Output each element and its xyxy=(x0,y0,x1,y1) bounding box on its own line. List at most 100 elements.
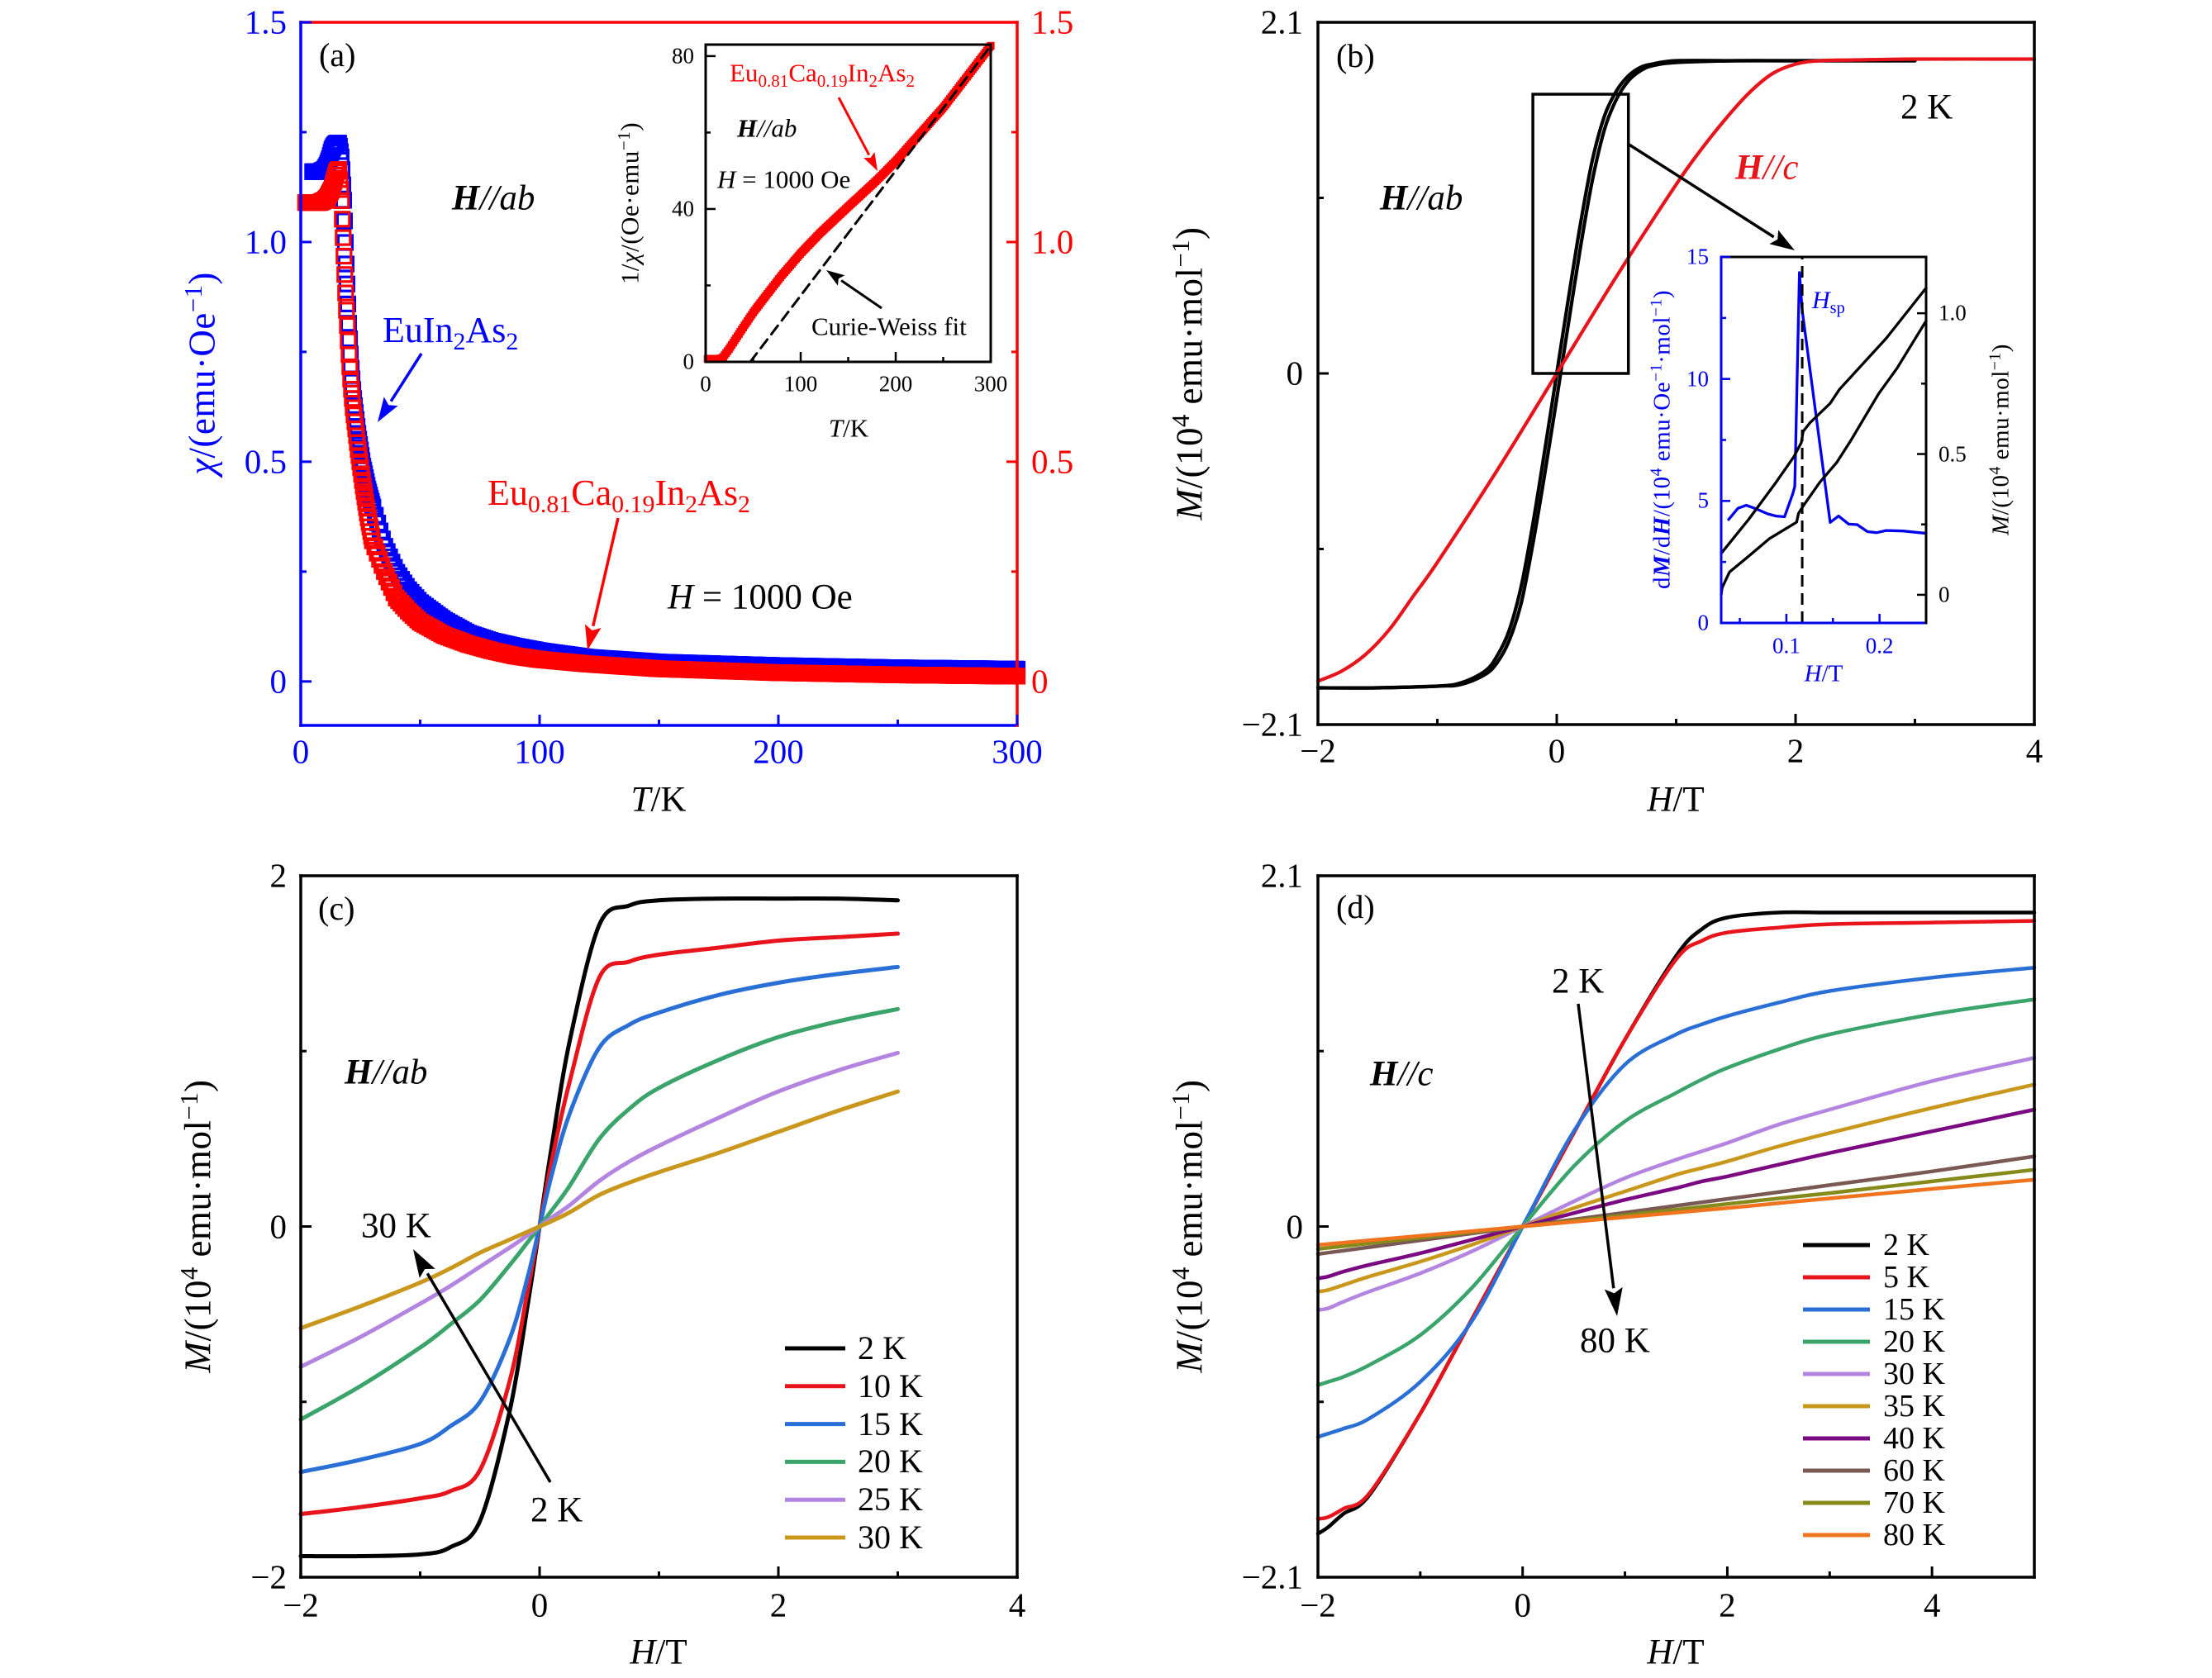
data-marker xyxy=(333,192,350,209)
panel-a-x-tick-label: 100 xyxy=(514,732,565,771)
panel-d xyxy=(1315,874,2037,1579)
panel-d-temperature-arrow-shaft xyxy=(1577,1003,1615,1289)
inset-a-arrow-sample-head xyxy=(863,152,878,171)
panel-c-arrow-start-label: 2 K xyxy=(530,1490,583,1530)
inset-b-x-tick-label: 0.1 xyxy=(1772,633,1801,658)
data-marker xyxy=(335,229,352,246)
data-marker xyxy=(331,161,348,178)
data-marker xyxy=(334,211,351,228)
panel-a-field-direction: H//ab xyxy=(452,178,535,218)
panel-d-field-direction: H//c xyxy=(1370,1054,1434,1094)
panel-a-y-tick-label: 0 xyxy=(269,662,288,701)
panel-a-y-axis-label: χ/(emu·Oe−1) xyxy=(179,272,223,475)
panel-a-x-axis-label: T/K xyxy=(630,780,687,820)
inset-a-arrow-sample-shaft xyxy=(837,97,871,156)
inset-a-x-tick-label: 100 xyxy=(783,371,818,397)
panel-d-y-tick-label: −2.1 xyxy=(1241,1557,1303,1596)
legend-label: 60 K xyxy=(1883,1453,1945,1488)
legend-label: 80 K xyxy=(1883,1518,1945,1552)
panel-c-y-axis-label: M/(104 emu·mol−1) xyxy=(175,1079,219,1373)
inset-b-y-tick-label: 0 xyxy=(1697,610,1710,635)
inset-b-x-tick-label: 0.2 xyxy=(1865,633,1894,658)
legend-label: 2 K xyxy=(1883,1228,1929,1262)
legend-label: 25 K xyxy=(858,1481,923,1519)
zoom-region-box xyxy=(1531,93,1630,375)
arrow-euin2as2-shaft xyxy=(389,353,423,402)
panel-a-y-tick-label: 1.5 xyxy=(244,2,287,41)
legend-label: 20 K xyxy=(858,1443,923,1481)
panel-c-x-tick-label: −2 xyxy=(283,1585,319,1624)
inset-a-y-axis-label: 1/χ/(Oe·emu−1) xyxy=(613,121,645,285)
panel-d-x-tick-label: 2 xyxy=(1719,1585,1736,1624)
panel-a-y2-tick-label: 0 xyxy=(1031,662,1049,701)
zoom-arrow-shaft xyxy=(1627,142,1775,239)
inset-b-y-tick-label: 15 xyxy=(1686,244,1709,269)
panel-a-inset xyxy=(703,41,995,364)
inset-a-series-curie-weiss-fit xyxy=(749,44,992,364)
panel-d-x-tick-label: 4 xyxy=(1923,1585,1941,1624)
panel-a-y2-tick-label: 1.5 xyxy=(1031,2,1074,41)
inset-b-y-axis-label-left: dM/dH/(104 emu·Oe−1·mol−1) xyxy=(1647,289,1676,590)
inset-a-x-axis-label: T/K xyxy=(828,413,869,443)
panel-b-y-tick-label: 0 xyxy=(1286,354,1304,392)
panel-d-label: (d) xyxy=(1336,888,1375,925)
panel-c-series-2-k xyxy=(298,896,900,1559)
panel-c-series-20-k xyxy=(298,1006,900,1422)
legend-label: 20 K xyxy=(1883,1324,1945,1359)
panel-a-series-eu0-81ca0-19in2as2 xyxy=(297,161,1026,685)
panel-d-series-30-k xyxy=(1315,1056,2037,1312)
inset-a-arrow-sample xyxy=(837,97,878,171)
panel-d-series-40-k xyxy=(1315,1107,2037,1281)
panel-b-x-tick-label: 4 xyxy=(2025,731,2043,770)
legend-label: 2 K xyxy=(858,1329,906,1367)
panel-b-label: (b) xyxy=(1336,37,1375,74)
panel-c-temperature-arrow-head xyxy=(413,1249,435,1278)
panel-c-temperature-arrow xyxy=(413,1249,552,1483)
data-marker xyxy=(338,275,355,292)
panel-d-arrow-start-label: 2 K xyxy=(1552,962,1605,1001)
panel-c-x-tick-label: 2 xyxy=(769,1585,787,1624)
legend-label: 15 K xyxy=(1883,1292,1945,1327)
panel-d-y-axis-label: M/(104 emu·mol−1) xyxy=(1167,1079,1211,1373)
inset-a-field-direction: H//ab xyxy=(737,113,797,143)
panel-c-x-tick-label: 4 xyxy=(1008,1585,1026,1624)
panel-b-field-direction-c: H//c xyxy=(1735,148,1799,188)
panel-b-temperature-label: 2 K xyxy=(1900,88,1953,127)
arrow-euin2as2-head xyxy=(378,397,398,422)
arrow-euin2as2 xyxy=(378,353,423,422)
legend-label: 30 K xyxy=(858,1519,923,1556)
panel-c-y-tick-label: 2 xyxy=(269,856,288,895)
inset-a-x-tick-label: 0 xyxy=(700,371,711,397)
panel-a-y-tick-label: 1.0 xyxy=(244,222,287,261)
panel-b xyxy=(1315,21,2037,726)
panel-a-x-tick-label: 0 xyxy=(292,732,310,771)
legend-label: 70 K xyxy=(1883,1485,1945,1520)
data-marker xyxy=(343,381,360,398)
panel-a-label: (a) xyxy=(319,36,356,74)
inset-b-y2-tick-label: 0.5 xyxy=(1938,441,1967,467)
inset-a-fit-label: Curie-Weiss fit xyxy=(811,311,967,341)
inset-b-y-tick-label: 10 xyxy=(1686,366,1709,392)
panel-b-x-tick-label: 2 xyxy=(1786,731,1805,770)
panel-c-series-10-k xyxy=(298,931,900,1517)
data-marker xyxy=(376,563,393,580)
inset-b-hsp-label: Hsp xyxy=(1812,287,1845,318)
panel-c-y-tick-label: 0 xyxy=(269,1207,288,1245)
inset-a-x-tick-label: 300 xyxy=(973,371,1008,397)
panel-b-x-axis-label: H/T xyxy=(1647,780,1705,820)
panel-a-y-tick-label: 0.5 xyxy=(244,442,287,481)
panel-d-series-70-k xyxy=(1315,1167,2037,1252)
panel-c-series-15-k xyxy=(298,964,900,1475)
sample-label-euin2as2: EuIn2As2 xyxy=(383,310,519,355)
data-marker xyxy=(380,573,397,591)
panel-c-arrow-end-label: 30 K xyxy=(361,1206,431,1246)
panel-d-x-tick-label: −2 xyxy=(1300,1585,1336,1624)
panel-d-series-80-k xyxy=(1315,1177,2037,1247)
panel-c-x-axis-label: H/T xyxy=(630,1633,687,1672)
inset-b-x-axis-label: H/T xyxy=(1804,660,1843,687)
panel-a-field-value: H = 1000 Oe xyxy=(668,578,853,617)
legend-label: 35 K xyxy=(1883,1389,1945,1424)
legend-label: 30 K xyxy=(1883,1357,1945,1391)
sample-label-eucainas: Eu0.81Ca0.19In2As2 xyxy=(488,473,750,518)
